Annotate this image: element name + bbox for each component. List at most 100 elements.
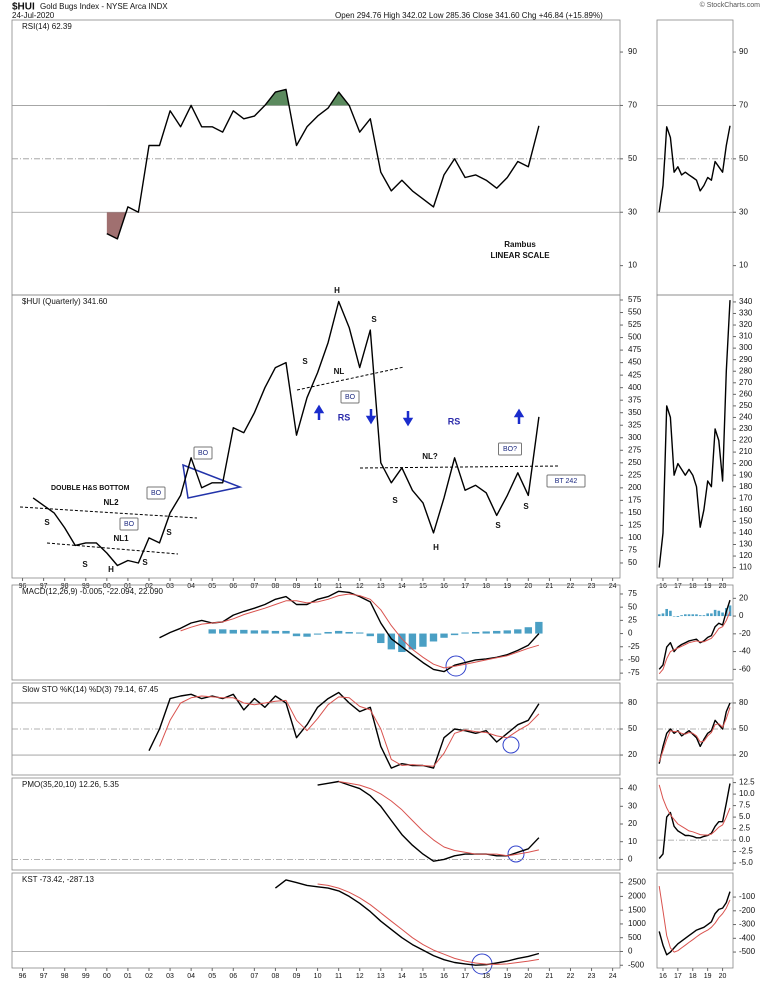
y-tick-label: -20 — [739, 629, 751, 638]
annotation: S — [82, 560, 88, 569]
histogram-bar — [710, 613, 713, 617]
y-tick-label: 400 — [628, 383, 642, 392]
annotation: S — [392, 496, 398, 505]
histogram-bar — [471, 631, 480, 634]
source: © StockCharts.com — [700, 1, 761, 9]
y-tick-label: 290 — [739, 355, 753, 364]
y-tick-label: 340 — [739, 297, 753, 306]
histogram-bar — [503, 630, 511, 634]
x-tick-label: 02 — [145, 583, 153, 590]
y-tick-label: 190 — [739, 470, 753, 479]
arrow-up — [313, 404, 325, 420]
annotation: S — [495, 521, 501, 530]
y-tick-label: 500 — [628, 933, 642, 942]
annotation: NL2 — [103, 498, 119, 507]
histogram-bar — [680, 615, 683, 617]
histogram-bar — [728, 605, 732, 617]
y-tick-label: -60 — [739, 664, 751, 673]
y-tick-label: 1500 — [628, 905, 646, 914]
histogram-bar — [398, 633, 406, 653]
panel-title: $HUI (Quarterly) 341.60 — [22, 297, 108, 306]
y-tick-label: 50 — [628, 724, 637, 733]
histogram-bar — [687, 614, 691, 617]
y-tick-label: 175 — [628, 495, 642, 504]
y-tick-label: 0 — [628, 854, 633, 863]
y-tick-label: 5.0 — [739, 812, 751, 821]
annotation: DOUBLE H&S BOTTOM — [51, 485, 130, 492]
series-line — [159, 695, 540, 767]
x-tick-label: 14 — [398, 973, 406, 980]
x-tick-label: 18 — [482, 583, 490, 590]
panel-title: MACD(12,26,9) -0.005, -22.094, 22.090 — [22, 587, 164, 596]
x-tick-label: 00 — [103, 973, 111, 980]
highlight-circle — [507, 845, 525, 863]
series-line — [317, 780, 540, 862]
y-tick-label: 50 — [739, 154, 748, 163]
x-tick-label: 99 — [82, 973, 90, 980]
series-line — [658, 886, 731, 953]
y-tick-label: -25 — [628, 642, 640, 651]
y-tick-label: -500 — [739, 947, 756, 956]
y-tick-label: 12.5 — [739, 778, 755, 787]
histogram-bar — [334, 630, 343, 634]
y-tick-label: 0 — [628, 947, 633, 956]
annotation: BO? — [503, 446, 517, 453]
panel — [11, 777, 621, 871]
x-tick-label: 96 — [19, 583, 27, 590]
histogram-bar — [721, 612, 724, 617]
x-tick-label: 03 — [166, 973, 174, 980]
y-tick-label: 30 — [628, 801, 637, 810]
y-tick-label: -500 — [628, 960, 645, 969]
histogram-bar — [717, 610, 721, 617]
histogram-bar — [706, 613, 709, 617]
annotation: NL1 — [113, 534, 129, 543]
x-tick-label: 05 — [208, 583, 216, 590]
y-tick-label: -2.5 — [739, 847, 753, 856]
histogram-bar — [713, 609, 717, 617]
annotation: LINEAR SCALE — [490, 251, 550, 260]
x-tick-label: 19 — [704, 583, 712, 590]
histogram-bar — [271, 630, 280, 634]
y-tick-label: 220 — [739, 436, 753, 445]
x-tick-label: 12 — [356, 973, 364, 980]
histogram-bar — [657, 614, 661, 617]
histogram-bar — [366, 633, 374, 637]
annotation: BO — [345, 394, 356, 401]
histogram-bar — [419, 633, 427, 647]
histogram-bar — [535, 621, 543, 634]
series-line — [658, 300, 731, 568]
x-tick-label: 24 — [609, 973, 617, 980]
series-line — [274, 879, 540, 966]
neckline — [359, 465, 561, 469]
y-tick-label: 75 — [628, 589, 637, 598]
annotation: S — [371, 315, 377, 324]
annotation: S — [302, 357, 308, 366]
x-tick-label: 98 — [61, 583, 69, 590]
histogram-bar — [702, 615, 706, 617]
x-tick-label: 06 — [229, 973, 237, 980]
panel — [656, 777, 734, 871]
histogram-bar — [669, 610, 672, 617]
y-tick-label: 525 — [628, 320, 642, 329]
x-tick-label: 97 — [40, 973, 48, 980]
arrow-down — [365, 409, 377, 425]
x-tick-label: 02 — [145, 973, 153, 980]
series-line — [658, 611, 731, 675]
series-line — [658, 891, 731, 956]
y-tick-label: 10.0 — [739, 789, 755, 798]
histogram-bar — [665, 608, 668, 617]
x-tick-label: 06 — [229, 583, 237, 590]
y-tick-label: 80 — [628, 698, 637, 707]
x-tick-label: 23 — [588, 583, 596, 590]
x-tick-label: 11 — [335, 973, 342, 980]
x-tick-label: 04 — [187, 973, 195, 980]
annotation: NL? — [422, 452, 438, 461]
histogram-bar — [672, 616, 676, 617]
panel-title: PMO(35,20,10) 12.26, 5.35 — [22, 780, 120, 789]
histogram-bar — [250, 630, 259, 634]
triangle — [182, 463, 243, 499]
y-tick-label: 275 — [628, 445, 642, 454]
x-tick-label: 09 — [293, 583, 301, 590]
y-tick-label: -50 — [628, 655, 640, 664]
y-tick-label: 270 — [739, 378, 753, 387]
